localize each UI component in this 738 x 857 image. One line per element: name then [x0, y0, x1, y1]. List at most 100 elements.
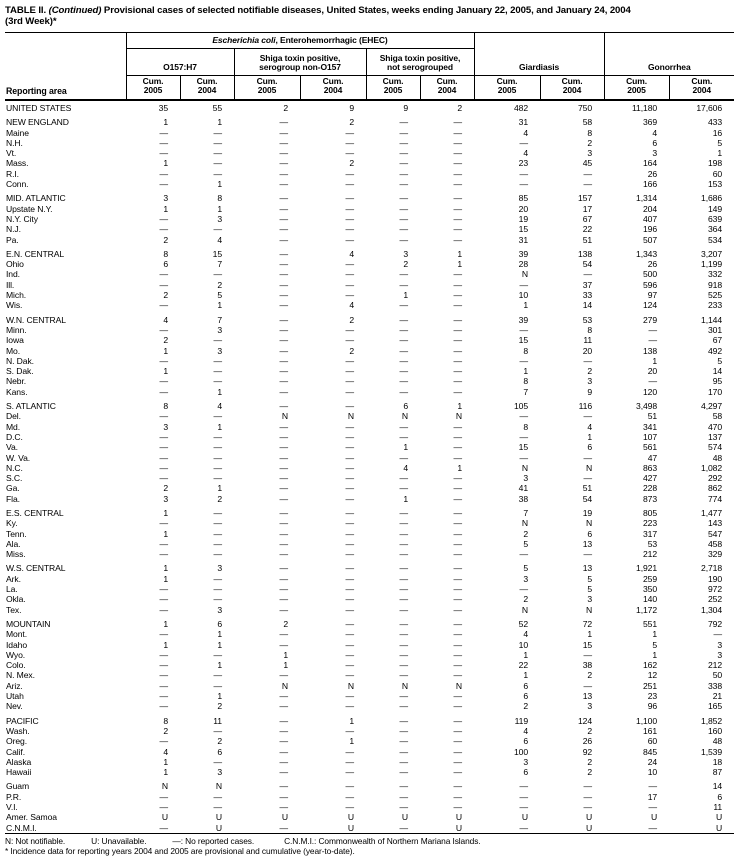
value-cell: — [345, 573, 355, 584]
value-cell: 2 [523, 528, 529, 539]
value-cell: 67 [712, 335, 723, 346]
year-label: 2005 [143, 85, 163, 96]
value-cell: — [399, 324, 409, 335]
value-cell: N [521, 462, 529, 473]
cum-label: Cum. [142, 75, 164, 86]
value-cell: — [399, 314, 409, 325]
reporting-area-cell: Iowa [6, 335, 24, 346]
value-cell: 3,498 [636, 401, 658, 412]
value-cell: — [279, 203, 289, 214]
value-cell: 100 [513, 746, 529, 757]
value-cell: 196 [643, 224, 658, 235]
value-cell: 2 [163, 335, 168, 346]
value-cell: 574 [708, 442, 723, 453]
value-cell: — [159, 179, 169, 190]
value-cell: — [213, 594, 223, 605]
table-row: Tenn. 1 — — — — — 2 6 317 547 [5, 529, 734, 539]
value-cell: — [399, 584, 409, 595]
value-cell: — [279, 137, 289, 148]
value-cell: — [159, 279, 169, 290]
value-cell: 170 [708, 386, 723, 397]
value-cell: 166 [643, 179, 658, 190]
reporting-area-cell: Nev. [6, 701, 23, 712]
value-cell: — [345, 691, 355, 702]
value-cell: — [713, 629, 723, 640]
value-cell: — [279, 158, 289, 169]
reporting-area-cell: Ga. [6, 483, 20, 494]
value-cell: — [399, 158, 409, 169]
reporting-area-cell: Va. [6, 442, 18, 453]
cum-label: Cum. [256, 75, 278, 86]
value-cell: 1 [403, 493, 408, 504]
value-cell: — [345, 355, 355, 366]
value-cell: 138 [643, 345, 658, 356]
value-cell: — [399, 649, 409, 660]
value-cell: 17,606 [696, 103, 723, 113]
value-cell: 137 [708, 431, 723, 442]
value-cell: 204 [643, 203, 658, 214]
table-row: Wyo. — — 1 — — — 1 — 1 3 [5, 650, 734, 660]
value-cell: 1 [163, 767, 168, 778]
value-cell: — [345, 604, 355, 615]
value-cell: — [279, 314, 289, 325]
shiga-not-serogrouped-line2: not serogrouped [387, 62, 454, 73]
value-cell: — [453, 366, 463, 377]
value-cell: — [345, 756, 355, 767]
footnote-no-reported-cases: —: No reported cases. [172, 835, 255, 846]
value-cell: — [345, 473, 355, 484]
value-cell: 92 [582, 746, 593, 757]
cum-label: Cum. [382, 75, 404, 86]
value-cell: — [345, 493, 355, 504]
reporting-area-cell: Pa. [6, 234, 19, 245]
value-cell: 317 [643, 528, 658, 539]
value-cell: 228 [643, 483, 658, 494]
value-cell: — [453, 573, 463, 584]
table-row: S.C. — — — — — — 3 — 427 292 [5, 473, 734, 483]
value-cell: 4 [523, 148, 529, 159]
table-row: N. Mex. — — — — — —1 2 12 50 [5, 670, 734, 680]
value-cell: 2 [217, 701, 222, 712]
value-cell: — [279, 193, 289, 204]
value-cell: 14 [582, 300, 593, 311]
table-row: N.C. — — — — 4 1 N N 863 1,082 [5, 463, 734, 473]
value-cell: 149 [708, 203, 723, 214]
value-cell: 18 [712, 756, 723, 767]
value-cell: — [213, 269, 223, 280]
value-cell: U [215, 822, 222, 833]
value-cell: 1 [349, 736, 354, 747]
col-header-cum-2005: Cum. 2005 [234, 75, 301, 100]
value-cell: 774 [708, 493, 723, 504]
value-cell: 2 [163, 725, 168, 736]
reporting-area-cell: Okla. [6, 594, 26, 605]
value-cell: — [399, 563, 409, 574]
value-cell: — [453, 269, 463, 280]
value-cell: — [453, 715, 463, 726]
value-cell: U [161, 812, 168, 823]
value-cell: 143 [708, 518, 723, 529]
table-title-line1: TABLE II. (Continued) Provisional cases … [5, 5, 734, 16]
value-cell: — [345, 746, 355, 757]
value-cell: — [453, 234, 463, 245]
value-cell: 1 [217, 386, 222, 397]
value-cell: 20 [518, 203, 529, 214]
value-cell: — [213, 538, 223, 549]
value-cell: 164 [643, 158, 658, 169]
value-cell: — [345, 290, 355, 301]
value-cell: 2 [349, 345, 354, 356]
value-cell: — [399, 507, 409, 518]
value-cell: 1 [163, 345, 168, 356]
value-cell: — [453, 168, 463, 179]
value-cell: — [345, 725, 355, 736]
value-cell: — [159, 670, 169, 681]
value-cell: — [213, 584, 223, 595]
value-cell: — [213, 518, 223, 529]
value-cell: 2 [587, 756, 593, 767]
value-cell: — [453, 802, 463, 812]
value-cell: — [213, 376, 223, 387]
value-cell: 4 [652, 127, 658, 138]
value-cell: 4 [163, 314, 168, 325]
reporting-area-cell: Conn. [6, 179, 29, 190]
reporting-area-cell: MID. ATLANTIC [6, 193, 66, 204]
value-cell: — [399, 629, 409, 640]
